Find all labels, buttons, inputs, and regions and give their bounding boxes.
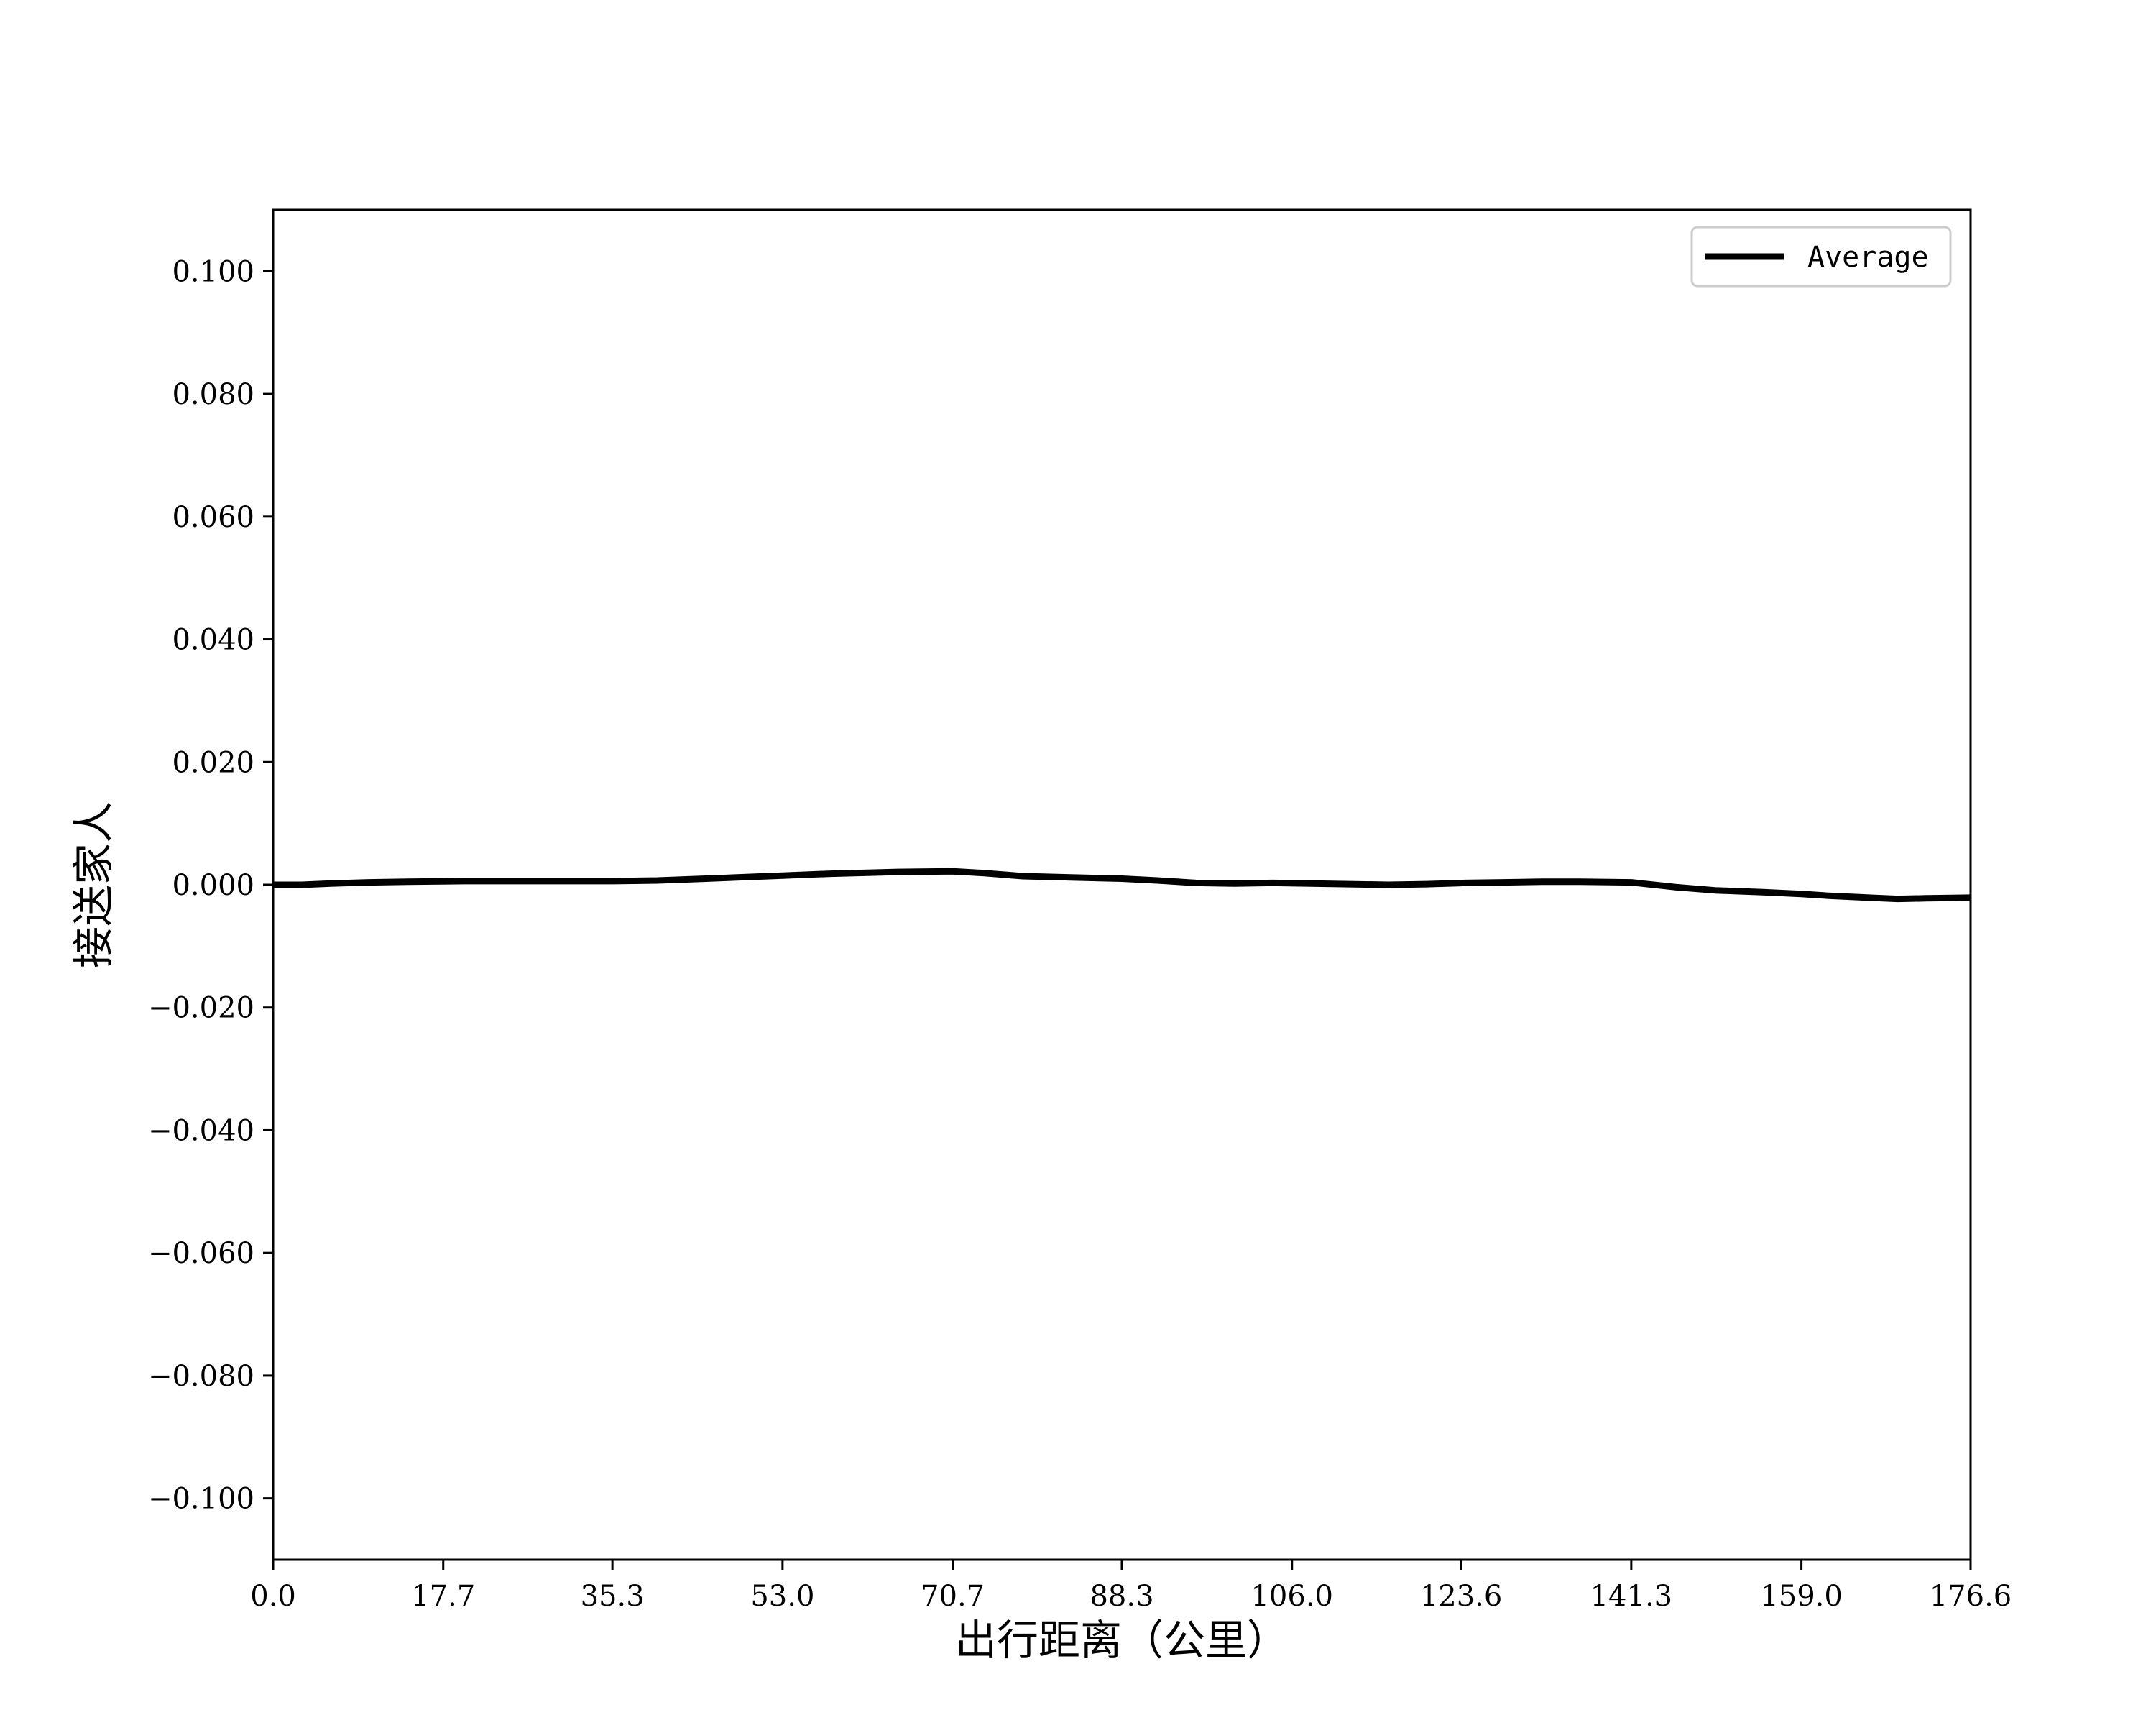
x-tick-label: 106.0 [1250, 1580, 1333, 1613]
y-axis-title: 接送家人 [69, 801, 118, 968]
legend-label-average: Average [1807, 241, 1929, 274]
x-tick-label: 176.6 [1930, 1580, 2012, 1613]
series-line-average [273, 868, 1971, 903]
x-tick-label: 159.0 [1760, 1580, 1843, 1613]
x-tick-label: 0.0 [250, 1580, 296, 1613]
legend-box [1690, 226, 1952, 288]
series-layer [273, 868, 1971, 903]
legend: Average [1690, 226, 1952, 288]
y-tick-label: 0.040 [172, 624, 254, 657]
y-axis: 0.100 0.080 0.060 0.040 0.020 0.000 −0.020 −0.0… [148, 255, 273, 1516]
x-tick-label: 35.3 [581, 1580, 645, 1613]
plot-area: 0.100 0.080 0.060 0.040 0.020 0.000 −0.020 −0.0… [148, 208, 2012, 1613]
y-tick-label: 0.020 [172, 746, 254, 779]
x-axis: 0.0 17.7 35.3 53.0 70.7 88.3 106.0 123.6 141.3 15… [250, 1560, 2012, 1613]
y-tick-label: 0.000 [172, 869, 254, 902]
y-tick-label: 0.100 [172, 255, 254, 288]
y-tick-label: 0.060 [172, 501, 254, 534]
x-tick-label: 17.7 [411, 1580, 475, 1613]
y-tick-label: −0.020 [148, 992, 254, 1025]
y-tick-label: −0.060 [148, 1237, 254, 1270]
y-tick-label: −0.080 [148, 1360, 254, 1393]
x-axis-title: 出行距离（公里） [955, 1616, 1289, 1665]
x-tick-label: 141.3 [1590, 1580, 1673, 1613]
x-tick-label: 70.7 [921, 1580, 985, 1613]
x-tick-label: 123.6 [1420, 1580, 1503, 1613]
y-tick-label: −0.100 [148, 1483, 254, 1516]
x-tick-label: 88.3 [1089, 1580, 1153, 1613]
y-tick-label: 0.080 [172, 378, 254, 411]
x-tick-label: 53.0 [750, 1580, 814, 1613]
y-tick-label: −0.040 [148, 1114, 254, 1147]
